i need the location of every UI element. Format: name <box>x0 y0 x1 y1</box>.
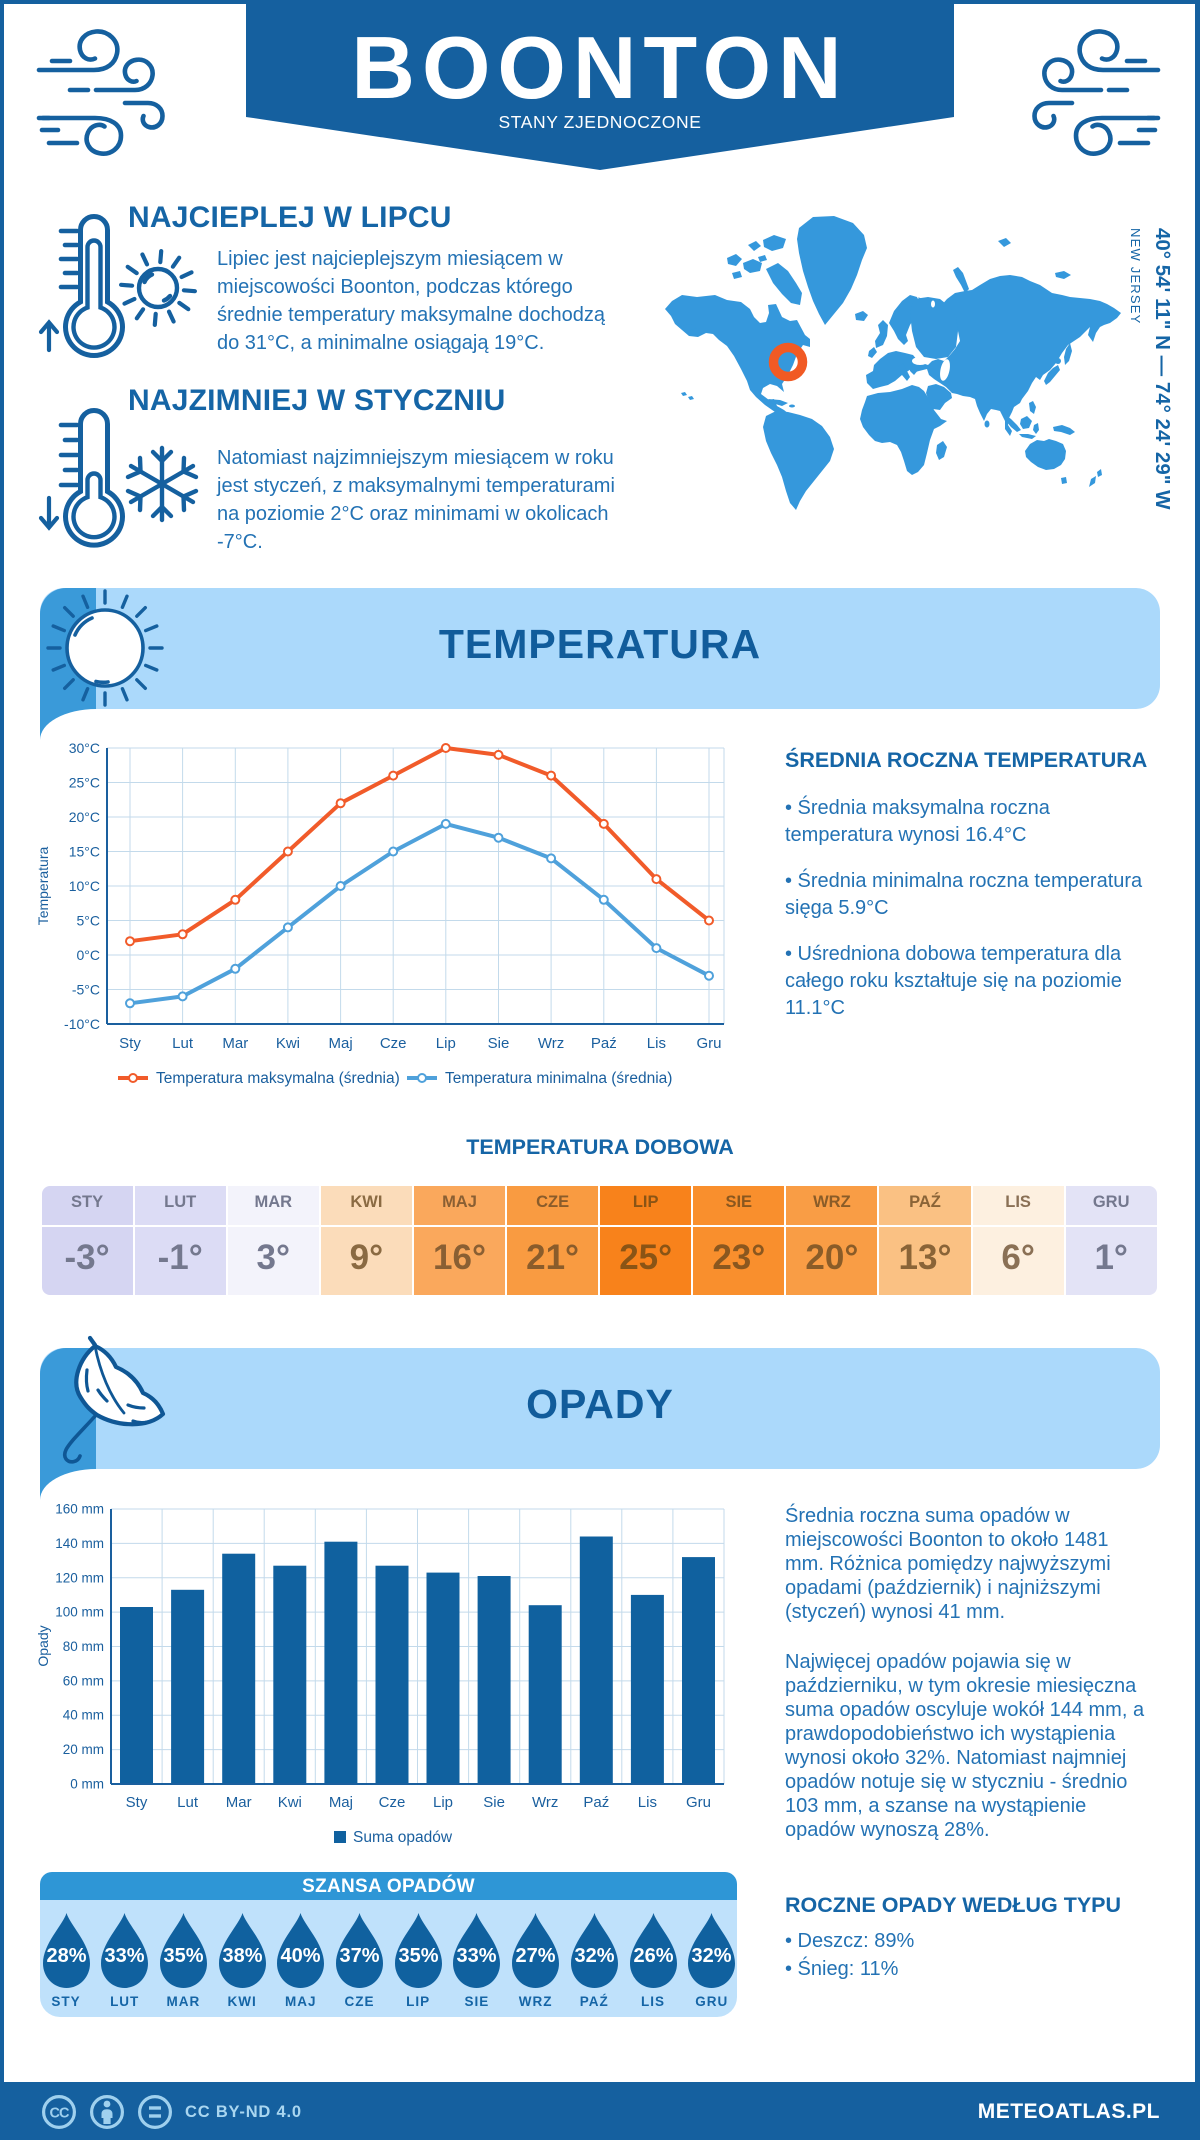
svg-text:Wrz: Wrz <box>532 1794 558 1811</box>
svg-text:Cze: Cze <box>379 1794 406 1811</box>
svg-text:20°C: 20°C <box>69 809 100 825</box>
svg-text:28%: 28% <box>46 1945 86 1967</box>
svg-text:0 mm: 0 mm <box>70 1777 104 1792</box>
svg-text:160 mm: 160 mm <box>55 1502 104 1517</box>
svg-text:Sie: Sie <box>488 1035 510 1052</box>
svg-text:25°C: 25°C <box>69 775 100 791</box>
svg-text:Paź: Paź <box>591 1035 617 1052</box>
svg-text:27%: 27% <box>516 1945 556 1967</box>
svg-text:Temperatura maksymalna (średni: Temperatura maksymalna (średnia) <box>156 1070 400 1087</box>
svg-text:40%: 40% <box>281 1945 321 1967</box>
svg-text:-10°C: -10°C <box>64 1016 100 1032</box>
svg-text:35%: 35% <box>398 1945 438 1967</box>
svg-text:Kwi: Kwi <box>276 1035 300 1052</box>
svg-text:-5°C: -5°C <box>72 982 100 998</box>
svg-text:26%: 26% <box>633 1945 673 1967</box>
svg-text:Lip: Lip <box>436 1035 456 1052</box>
svg-text:Lut: Lut <box>177 1794 199 1811</box>
svg-text:Sty: Sty <box>119 1035 141 1052</box>
svg-text:Maj: Maj <box>329 1035 353 1052</box>
svg-text:32%: 32% <box>692 1945 732 1967</box>
svg-text:Wrz: Wrz <box>538 1035 564 1052</box>
svg-text:37%: 37% <box>339 1945 379 1967</box>
svg-text:Gru: Gru <box>686 1794 711 1811</box>
svg-text:Mar: Mar <box>226 1794 252 1811</box>
svg-text:15°C: 15°C <box>69 844 100 860</box>
svg-text:Sie: Sie <box>483 1794 505 1811</box>
svg-text:32%: 32% <box>574 1945 614 1967</box>
svg-text:10°C: 10°C <box>69 878 100 894</box>
svg-text:Gru: Gru <box>696 1035 721 1052</box>
svg-text:0°C: 0°C <box>77 947 101 963</box>
svg-text:40 mm: 40 mm <box>63 1708 104 1723</box>
svg-text:Kwi: Kwi <box>278 1794 302 1811</box>
svg-text:38%: 38% <box>222 1945 262 1967</box>
svg-text:120 mm: 120 mm <box>55 1570 104 1585</box>
svg-text:Sty: Sty <box>126 1794 148 1811</box>
svg-text:Lis: Lis <box>647 1035 666 1052</box>
svg-text:5°C: 5°C <box>77 913 101 929</box>
svg-text:30°C: 30°C <box>69 740 100 756</box>
svg-text:80 mm: 80 mm <box>63 1639 104 1654</box>
svg-text:Suma opadów: Suma opadów <box>353 1829 453 1846</box>
svg-text:140 mm: 140 mm <box>55 1536 104 1551</box>
svg-text:Lis: Lis <box>638 1794 657 1811</box>
svg-text:35%: 35% <box>163 1945 203 1967</box>
svg-text:Temperatura: Temperatura <box>35 846 51 925</box>
svg-text:Paź: Paź <box>583 1794 609 1811</box>
svg-text:CC: CC <box>50 2106 70 2122</box>
svg-text:Mar: Mar <box>222 1035 248 1052</box>
svg-text:Temperatura minimalna (średnia: Temperatura minimalna (średnia) <box>445 1070 672 1087</box>
svg-text:33%: 33% <box>105 1945 145 1967</box>
svg-text:Lut: Lut <box>172 1035 194 1052</box>
svg-text:Opady: Opady <box>35 1625 51 1666</box>
svg-text:Cze: Cze <box>380 1035 407 1052</box>
svg-text:Maj: Maj <box>329 1794 353 1811</box>
svg-text:100 mm: 100 mm <box>55 1605 104 1620</box>
svg-text:33%: 33% <box>457 1945 497 1967</box>
svg-text:Lip: Lip <box>433 1794 453 1811</box>
svg-text:60 mm: 60 mm <box>63 1673 104 1688</box>
svg-text:20 mm: 20 mm <box>63 1742 104 1757</box>
